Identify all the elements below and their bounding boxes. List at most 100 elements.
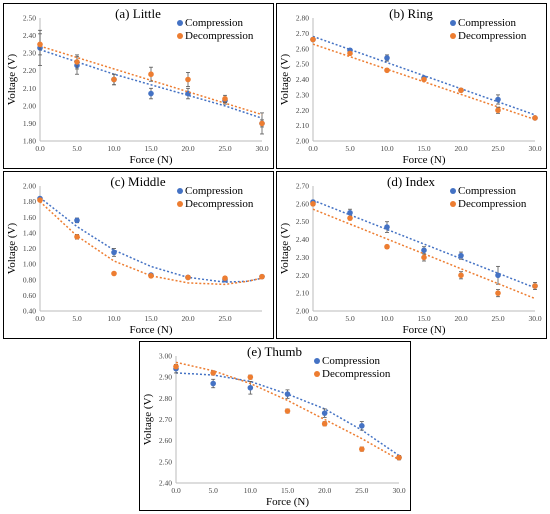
y-tick-label: 1.90 (23, 119, 36, 128)
compression-point (247, 384, 254, 391)
y-tick-label: 1.40 (23, 228, 36, 237)
decompression-point (458, 272, 464, 279)
y-tick-label: 2.40 (296, 235, 309, 244)
y-tick-label: 2.80 (159, 394, 172, 403)
legend-label-compression: Compression (322, 355, 381, 367)
compression-point (384, 224, 390, 230)
x-tick-label: 20.0 (181, 314, 194, 323)
y-tick-label: 2.20 (23, 66, 36, 75)
x-tick-label: 5.0 (345, 314, 355, 323)
y-tick-label: 2.50 (23, 14, 36, 23)
y-axis-label: Voltage (V) (6, 53, 18, 105)
decompression-point (259, 120, 265, 127)
compression-point (384, 55, 390, 61)
decompression-point (347, 215, 353, 221)
legend-marker-compression (450, 20, 456, 26)
y-tick-label: 2.30 (296, 90, 309, 99)
chart-index: (d) Index 2.00 2.10 2.20 2.30 2.40 2.50 2.60 2.7… (279, 174, 542, 336)
chart-thumb: (e) Thumb 2.40 2.50 2.60 2.70 2.80 2.90 3.00 0.0… (142, 344, 406, 508)
chart-title: (a) Little (115, 6, 161, 21)
y-axis-label: Voltage (V) (279, 222, 291, 274)
y-tick-label: 2.60 (296, 44, 309, 53)
legend-label-decompression: Decompression (185, 30, 254, 42)
chart-title: (b) Ring (389, 6, 433, 21)
x-tick-label: 20.0 (454, 314, 467, 323)
legend-marker-decompression (314, 371, 320, 377)
compression-point (495, 96, 501, 103)
decompression-point (495, 290, 501, 296)
x-tick-label: 0.0 (35, 144, 45, 153)
decompression-point (532, 283, 538, 289)
y-tick-label: 2.70 (296, 182, 309, 191)
chart-little: (a) Little 1.80 1.90 2.00 2.10 2.20 2.30 2.40 2.… (6, 6, 269, 166)
decompression-point (148, 71, 154, 78)
y-tick-label: 2.60 (159, 436, 172, 445)
y-tick-label: 1.80 (23, 137, 36, 146)
x-tick-label: 0.0 (35, 314, 45, 323)
y-tick-label: 2.10 (296, 121, 309, 130)
x-tick-label: 20.0 (318, 486, 331, 495)
x-tick-label: 25.0 (355, 486, 368, 495)
y-tick-label: 2.40 (296, 75, 309, 84)
decompression-point (384, 243, 390, 250)
x-tick-label: 30.0 (528, 314, 541, 323)
x-tick-label: 20.0 (454, 144, 467, 153)
legend-label-decompression: Decompression (458, 30, 527, 42)
y-tick-label: 2.00 (296, 137, 309, 146)
x-tick-label: 30.0 (255, 144, 268, 153)
x-tick-label: 30.0 (392, 486, 405, 495)
decompression-point (222, 275, 228, 281)
decompression-trendline (175, 361, 400, 461)
legend-marker-compression (450, 188, 456, 194)
y-tick-label: 3.00 (159, 352, 172, 361)
compression-point (74, 217, 80, 224)
decompression-point (173, 363, 179, 370)
decompression-point (148, 273, 154, 279)
decompression-point (310, 36, 316, 43)
panel-middle: (c) Middle 0.40 0.60 0.80 1.00 1.20 1.40 1.60 1.… (3, 171, 274, 339)
decompression-point (495, 107, 501, 114)
decompression-point (384, 67, 390, 74)
legend-label-compression: Compression (185, 185, 244, 197)
decompression-point (74, 233, 80, 240)
decompression-point (321, 420, 328, 427)
x-tick-label: 25.0 (218, 314, 231, 323)
legend-label-decompression: Decompression (322, 368, 391, 380)
y-tick-label: 2.70 (296, 29, 309, 38)
legend-marker-decompression (177, 33, 183, 39)
legend-label-compression: Compression (458, 185, 517, 197)
x-tick-label: 15.0 (417, 144, 430, 153)
compression-trendline (39, 48, 263, 119)
panel-little: (a) Little 1.80 1.90 2.00 2.10 2.20 2.30 2.40 2.… (3, 3, 274, 169)
y-tick-label: 2.20 (296, 106, 309, 115)
decompression-point (111, 76, 117, 83)
x-tick-label: 5.0 (345, 144, 355, 153)
legend-marker-decompression (450, 201, 456, 207)
y-tick-label: 2.30 (23, 49, 36, 58)
y-tick-label: 1.60 (23, 213, 36, 222)
x-axis-label: Force (N) (129, 154, 172, 166)
x-tick-label: 10.0 (380, 314, 393, 323)
legend-label-compression: Compression (185, 17, 244, 29)
decompression-point (185, 274, 191, 281)
x-tick-label: 25.0 (491, 314, 504, 323)
x-tick-label: 10.0 (107, 314, 120, 323)
x-tick-label: 20.0 (181, 144, 194, 153)
compression-point (111, 249, 117, 256)
x-tick-label: 0.0 (171, 486, 181, 495)
x-tick-label: 5.0 (72, 144, 82, 153)
legend-marker-decompression (177, 201, 183, 207)
x-axis-label: Force (N) (402, 154, 445, 166)
decompression-point (458, 87, 464, 94)
decompression-point (421, 76, 427, 83)
y-tick-label: 2.40 (23, 31, 36, 40)
compression-trendline (175, 372, 400, 457)
decompression-point (74, 59, 80, 65)
y-tick-label: 1.20 (23, 244, 36, 253)
x-tick-label: 5.0 (208, 486, 218, 495)
decompression-point (259, 273, 265, 280)
legend-marker-decompression (450, 33, 456, 39)
legend-marker-compression (177, 188, 183, 194)
y-tick-label: 1.80 (23, 197, 36, 206)
compression-point (495, 272, 501, 279)
